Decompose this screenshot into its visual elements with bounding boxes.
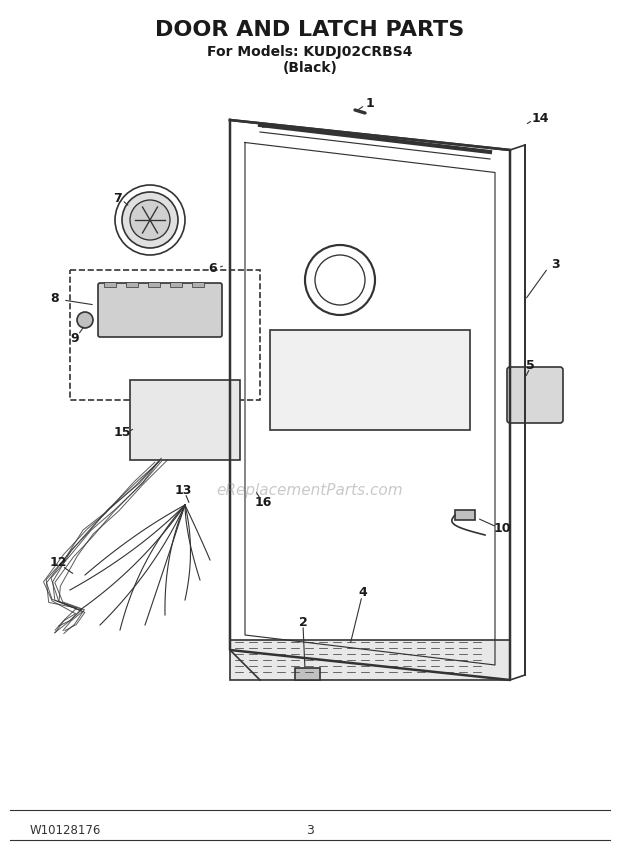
Circle shape — [77, 312, 93, 328]
Bar — [192, 282, 204, 287]
Text: 4: 4 — [358, 586, 368, 599]
Text: 5: 5 — [526, 359, 534, 372]
Text: (Black): (Black) — [283, 61, 337, 75]
Bar — [455, 510, 475, 520]
Text: W10128176: W10128176 — [30, 823, 102, 836]
Text: 3: 3 — [306, 823, 314, 836]
Bar — [148, 282, 160, 287]
Bar — [230, 640, 510, 680]
Text: 3: 3 — [551, 259, 559, 271]
Text: 1: 1 — [366, 97, 374, 110]
Bar — [170, 282, 182, 287]
Text: 16: 16 — [254, 496, 272, 508]
Text: 10: 10 — [494, 521, 511, 534]
Bar — [270, 330, 470, 430]
Text: 12: 12 — [49, 556, 67, 569]
Text: 8: 8 — [51, 292, 60, 305]
Text: DOOR AND LATCH PARTS: DOOR AND LATCH PARTS — [156, 20, 464, 40]
Bar — [295, 668, 320, 680]
Text: 14: 14 — [531, 111, 549, 124]
Text: eReplacementParts.com: eReplacementParts.com — [216, 483, 404, 497]
Bar — [104, 282, 116, 287]
Bar — [126, 282, 138, 287]
Text: 15: 15 — [113, 425, 131, 438]
Text: 9: 9 — [71, 331, 79, 344]
Circle shape — [122, 192, 178, 248]
Text: 7: 7 — [113, 192, 122, 205]
Bar — [70, 270, 260, 400]
Text: 6: 6 — [209, 261, 218, 275]
Bar — [130, 380, 240, 460]
FancyBboxPatch shape — [507, 367, 563, 423]
Text: 13: 13 — [174, 484, 192, 496]
Circle shape — [130, 200, 170, 240]
FancyBboxPatch shape — [98, 283, 222, 337]
Text: For Models: KUDJ02CRBS4: For Models: KUDJ02CRBS4 — [207, 45, 413, 59]
Text: 2: 2 — [299, 615, 308, 628]
